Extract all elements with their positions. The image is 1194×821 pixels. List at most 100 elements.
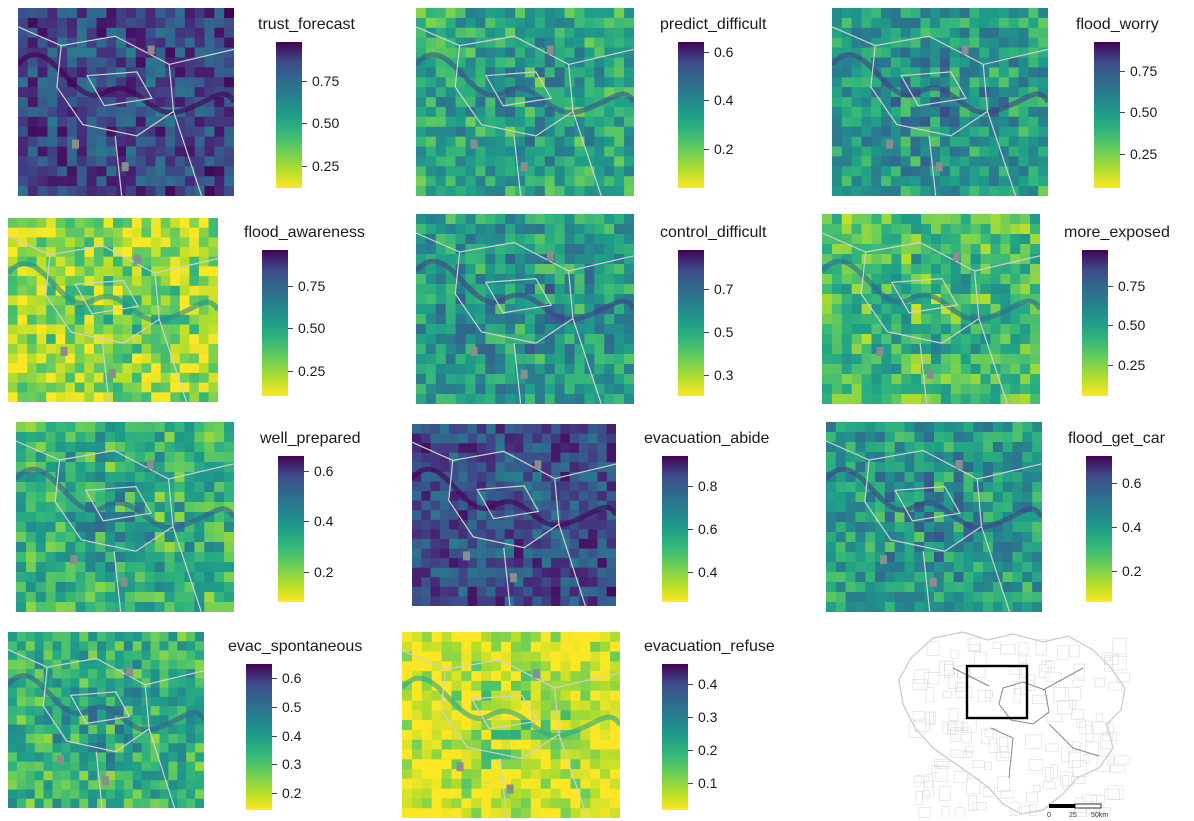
- legend: more_exposed 0.75 0.50 0.25: [1064, 224, 1192, 404]
- colorbar-tick: [272, 678, 277, 679]
- missing-data-patch: [886, 139, 893, 149]
- scale-bar-segment: [1049, 804, 1075, 808]
- colorbar-tick-label: 0.5: [282, 699, 302, 715]
- colorbar-tick: [1108, 365, 1113, 366]
- missing-data-patch: [955, 460, 963, 469]
- department-boundaries: [8, 235, 218, 402]
- colorbar-tick: [1120, 112, 1125, 113]
- choropleth-map: [822, 214, 1040, 404]
- colorbar-tick-label: 0.75: [312, 73, 340, 89]
- missing-data-patch: [470, 139, 478, 149]
- commune-grid: [908, 638, 1131, 818]
- colorbar-tick-label: 0.75: [298, 278, 326, 294]
- colorbar-tick: [304, 572, 309, 573]
- colorbar-tick-label: 0.25: [312, 158, 340, 174]
- choropleth-map: [412, 424, 616, 606]
- department-boundaries: [16, 440, 234, 612]
- colorbar: [678, 42, 704, 188]
- legend: flood_worry 0.75 0.50 0.25: [1076, 16, 1191, 196]
- river-band: [416, 258, 634, 323]
- river-band: [412, 466, 616, 528]
- legend: predict_difficult 0.6 0.4 0.2: [660, 16, 800, 196]
- missing-data-patch: [952, 252, 960, 261]
- colorbar-tick-label: 0.6: [714, 44, 734, 60]
- colorbar-tick-label: 0.3: [698, 709, 718, 725]
- colorbar-tick-label: 0.50: [312, 115, 340, 131]
- colorbar-tick: [1120, 71, 1125, 72]
- colorbar: [276, 42, 302, 188]
- colorbar-tick-label: 0.6: [698, 521, 718, 537]
- colorbar-tick: [688, 486, 693, 487]
- missing-data-patch: [880, 555, 887, 564]
- colorbar-tick: [1120, 154, 1125, 155]
- missing-data-patch: [546, 252, 554, 261]
- department-boundaries: [18, 26, 234, 196]
- river-band: [8, 261, 218, 323]
- scale-label: 0: [1047, 812, 1051, 818]
- colorbar-tick-label: 0.6: [282, 670, 302, 686]
- missing-data-patch: [147, 45, 155, 55]
- department-boundaries: [952, 667, 1100, 779]
- scale-label: 25: [1069, 812, 1077, 818]
- legend: control_difficult 0.7 0.5 0.3: [660, 224, 800, 404]
- legend-title: evacuation_refuse: [644, 638, 775, 655]
- missing-data-patch: [134, 254, 141, 264]
- missing-data-patch: [935, 162, 943, 172]
- missing-data-patch: [876, 347, 884, 356]
- colorbar-tick: [272, 736, 277, 737]
- colorbar-tick: [704, 289, 709, 290]
- colorbar-tick-label: 0.5: [714, 324, 734, 340]
- legend: flood_awareness 0.75 0.50 0.25: [244, 224, 394, 404]
- legend-title: predict_difficult: [660, 16, 767, 33]
- missing-data-patch: [146, 460, 154, 469]
- colorbar-tick-label: 0.1: [698, 775, 718, 791]
- legend-title: well_prepared: [260, 430, 361, 447]
- missing-data-patch: [108, 368, 116, 378]
- colorbar-tick: [1112, 571, 1117, 572]
- missing-data-patch: [534, 460, 542, 470]
- colorbar-tick-label: 0.3: [714, 367, 734, 383]
- river-band: [18, 52, 234, 116]
- choropleth-map: [826, 422, 1042, 612]
- legend-title: trust_forecast: [258, 16, 355, 33]
- legend: flood_get_car 0.6 0.4 0.2: [1068, 430, 1192, 610]
- colorbar: [662, 456, 688, 602]
- river-band: [8, 673, 204, 733]
- colorbar: [1082, 250, 1108, 396]
- river-band: [16, 466, 234, 531]
- choropleth-map: [8, 632, 204, 808]
- region-outline: [898, 631, 1126, 815]
- legend-title: more_exposed: [1064, 224, 1170, 241]
- colorbar: [1086, 456, 1112, 602]
- missing-data-patch: [456, 762, 464, 772]
- colorbar-tick-label: 0.50: [1130, 104, 1158, 120]
- colorbar-tick: [302, 166, 307, 167]
- legend-title: flood_worry: [1076, 16, 1159, 33]
- department-boundaries: [416, 26, 634, 196]
- missing-data-patch: [926, 369, 934, 379]
- colorbar-tick-label: 0.75: [1118, 278, 1146, 294]
- missing-data-patch: [546, 45, 554, 55]
- scale-label: 50km: [1091, 812, 1108, 818]
- missing-data-patch: [506, 784, 514, 794]
- colorbar-tick: [1112, 483, 1117, 484]
- colorbar-tick: [704, 375, 709, 376]
- choropleth-map: [402, 632, 620, 818]
- choropleth-map: [8, 218, 218, 402]
- colorbar: [262, 250, 288, 396]
- department-boundaries: [8, 649, 204, 808]
- colorbar-tick-label: 0.3: [282, 756, 302, 772]
- colorbar-tick-label: 0.6: [314, 463, 334, 479]
- colorbar-tick-label: 0.50: [1118, 317, 1146, 333]
- missing-data-patch: [121, 162, 129, 172]
- colorbar-tick-label: 0.4: [714, 92, 734, 108]
- missing-data-patch: [120, 577, 128, 587]
- legend-title: evacuation_abide: [644, 430, 770, 447]
- river-band: [822, 258, 1040, 323]
- locator-map: 0 25 50km: [898, 631, 1131, 818]
- river-band: [402, 675, 620, 739]
- colorbar-tick: [288, 286, 293, 287]
- colorbar-tick: [704, 149, 709, 150]
- missing-data-patch: [463, 551, 470, 561]
- colorbar-tick: [688, 750, 693, 751]
